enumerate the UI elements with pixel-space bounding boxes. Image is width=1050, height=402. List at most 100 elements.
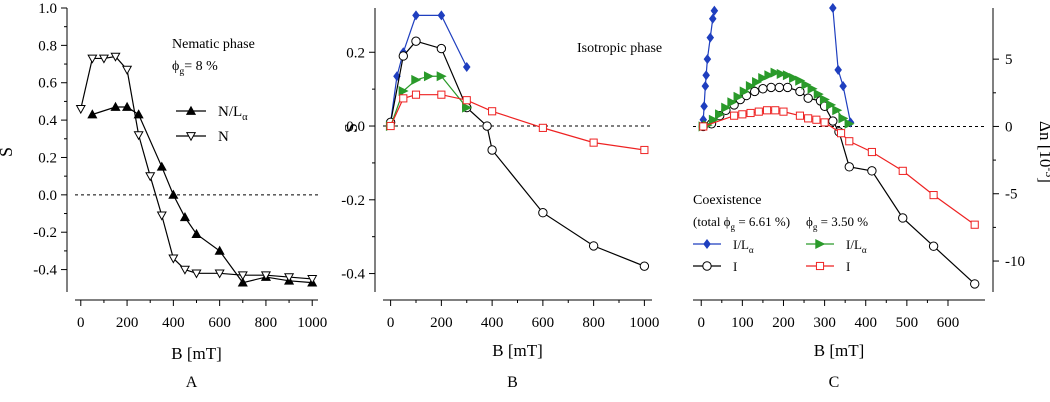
x-tick-label: 400 xyxy=(854,315,877,331)
x-tick-label: 600 xyxy=(208,315,231,331)
data-point xyxy=(179,212,190,222)
data-point xyxy=(820,118,829,127)
legend-marker xyxy=(702,261,712,271)
y-tick-label: -0.4 xyxy=(33,263,57,279)
x-tick-label: 0 xyxy=(77,315,85,331)
data-point xyxy=(260,271,271,281)
y-tick-label: 0 xyxy=(1005,119,1013,135)
data-point xyxy=(758,72,769,83)
data-point xyxy=(745,81,756,92)
data-point xyxy=(898,213,908,223)
data-point xyxy=(462,102,473,113)
data-point xyxy=(834,64,842,75)
data-point xyxy=(168,254,179,264)
legend-marker xyxy=(185,105,197,115)
legend-label: N/Lα xyxy=(218,104,248,123)
data-point xyxy=(699,122,708,131)
data-point xyxy=(87,109,98,119)
data-point xyxy=(844,118,855,129)
legend-label: I xyxy=(846,259,850,274)
data-point xyxy=(746,108,755,118)
data-point xyxy=(133,131,144,141)
y-tick-label: 0.0 xyxy=(38,188,57,204)
legend: N/Lα N xyxy=(176,104,248,145)
data-point xyxy=(437,10,446,21)
y-tick-label: 0.4 xyxy=(38,113,57,129)
x-tick-label: 600 xyxy=(937,315,960,331)
legend-label: I/Lα xyxy=(846,237,867,255)
data-point xyxy=(588,241,599,251)
x-axis-label: B [mT] xyxy=(814,341,865,360)
data-point xyxy=(928,241,939,251)
data-point xyxy=(437,90,446,99)
data-point xyxy=(75,105,86,115)
data-point xyxy=(970,279,980,289)
data-point xyxy=(836,129,846,138)
x-tick-label: 200 xyxy=(430,315,453,331)
y-axis-label: Δn [10-3] xyxy=(1036,121,1050,183)
data-point xyxy=(436,43,447,54)
data-point xyxy=(795,75,806,86)
data-point xyxy=(412,10,420,21)
data-point xyxy=(307,275,318,285)
annotation-phase: Nematic phase xyxy=(172,37,255,52)
x-tick-label: 800 xyxy=(255,315,278,331)
data-point xyxy=(411,74,422,85)
data-point xyxy=(191,269,202,279)
data-point xyxy=(867,147,876,157)
data-point xyxy=(168,189,179,199)
data-point xyxy=(411,90,421,99)
data-point xyxy=(838,113,849,124)
data-point xyxy=(795,111,804,120)
y-tick-label: 0.8 xyxy=(38,38,57,54)
data-point xyxy=(488,107,497,116)
x-tick-label: 300 xyxy=(813,315,836,331)
y-tick-label: 1.0 xyxy=(38,1,57,17)
data-point xyxy=(829,2,837,14)
data-point xyxy=(749,86,760,97)
y-tick-label: -0.4 xyxy=(341,267,365,283)
data-point xyxy=(487,145,497,155)
data-point xyxy=(839,81,847,92)
legend-subtitle: (total ϕg = 6.61 %) xyxy=(693,214,790,232)
y-tick-label: 5 xyxy=(1005,52,1013,68)
legend-label: N xyxy=(218,129,229,145)
data-point xyxy=(801,79,812,90)
series-line xyxy=(80,55,313,280)
data-point xyxy=(436,71,447,82)
x-tick-label: 0 xyxy=(387,315,395,331)
x-tick-label: 600 xyxy=(532,315,555,331)
x-tick-label: 0 xyxy=(697,315,705,331)
data-point xyxy=(706,32,715,43)
data-point xyxy=(776,68,787,79)
data-point xyxy=(832,105,843,116)
y-tick-label: -10 xyxy=(1005,254,1025,270)
series-line xyxy=(390,40,645,267)
x-tick-label: 100 xyxy=(731,315,754,331)
data-point xyxy=(779,107,788,116)
data-point xyxy=(867,166,877,176)
data-point xyxy=(386,121,395,131)
series-3 xyxy=(699,106,979,229)
data-point xyxy=(156,211,167,221)
x-tick-label: 400 xyxy=(162,315,185,331)
data-point xyxy=(715,109,726,120)
x-tick-label: 200 xyxy=(772,315,795,331)
legend-label: I/Lα xyxy=(733,237,754,255)
x-tick-label: 200 xyxy=(116,315,139,331)
y-tick-label: -0.2 xyxy=(341,193,365,209)
data-point xyxy=(845,137,854,146)
data-point xyxy=(738,110,747,119)
annotation-phase: Isotropic phase xyxy=(577,41,662,56)
data-point xyxy=(929,191,938,200)
data-point xyxy=(739,86,750,97)
data-point xyxy=(710,5,719,16)
data-point xyxy=(764,70,775,81)
y-axis-label: S xyxy=(0,147,16,157)
data-point xyxy=(640,145,649,155)
legend-right-title: ϕg = 3.50 % xyxy=(806,214,868,232)
data-point xyxy=(758,84,768,94)
panel-b: 0 200 400 600 800 1000 -0.4 -0.2 0.0 0.2 B [mT] S B I… xyxy=(341,8,662,391)
legend-marker xyxy=(703,238,711,250)
